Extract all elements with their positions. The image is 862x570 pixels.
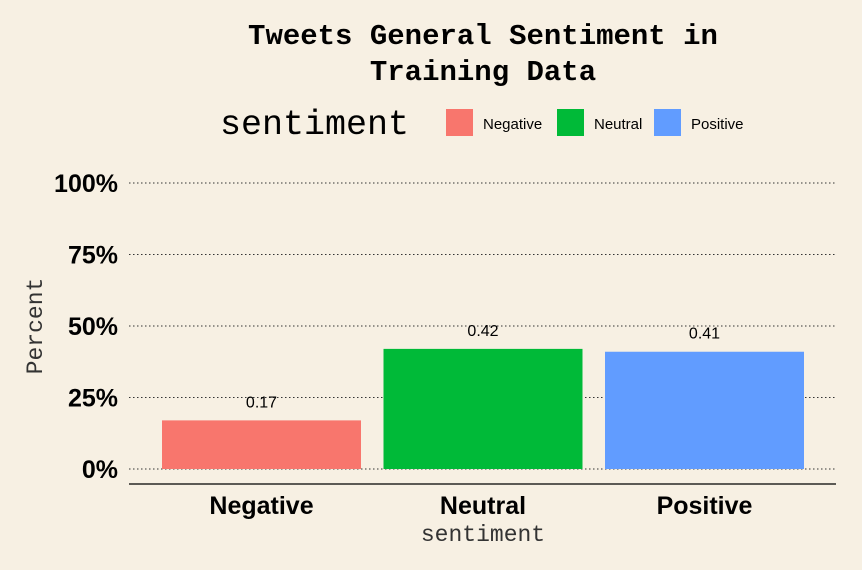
bar-neutral — [383, 348, 583, 469]
legend-label: Negative — [483, 116, 542, 133]
legend-entry-neutral: Neutral — [557, 109, 642, 136]
data-label-positive: 0.41 — [689, 326, 720, 343]
y-tick-label: 75% — [68, 242, 118, 270]
data-labels: 0.17 0.42 0.41 — [246, 323, 720, 412]
x-tick-label-neutral: Neutral — [440, 492, 526, 520]
bar-negative — [162, 420, 361, 469]
x-axis-title: sentiment — [421, 522, 545, 548]
legend-swatch — [557, 109, 584, 136]
data-label-neutral: 0.42 — [467, 323, 498, 340]
y-tick-labels: 0% 25% 50% 75% 100% — [54, 170, 118, 484]
legend-swatch — [446, 109, 473, 136]
chart-title-line-2: Training Data — [370, 56, 596, 89]
y-tick-label: 25% — [68, 385, 118, 413]
y-tick-label: 50% — [68, 313, 118, 341]
x-tick-label-positive: Positive — [657, 492, 753, 520]
x-tick-label-negative: Negative — [209, 492, 313, 520]
legend-swatch — [654, 109, 681, 136]
data-label-negative: 0.17 — [246, 394, 277, 411]
legend-title: sentiment — [220, 105, 409, 145]
legend-label: Neutral — [594, 116, 642, 133]
legend-entry-positive: Positive — [654, 109, 744, 136]
bars — [162, 348, 804, 469]
x-tick-labels: Negative Neutral Positive — [209, 492, 752, 520]
legend-label: Positive — [691, 116, 744, 133]
y-tick-label: 100% — [54, 170, 118, 198]
y-tick-label: 0% — [82, 456, 118, 484]
legend: sentiment Negative Neutral Positive — [220, 105, 744, 145]
chart-title-line-1: Tweets General Sentiment in — [248, 20, 718, 53]
y-axis-title: Percent — [23, 278, 49, 375]
legend-entry-negative: Negative — [446, 109, 542, 136]
bar-positive — [605, 351, 804, 469]
